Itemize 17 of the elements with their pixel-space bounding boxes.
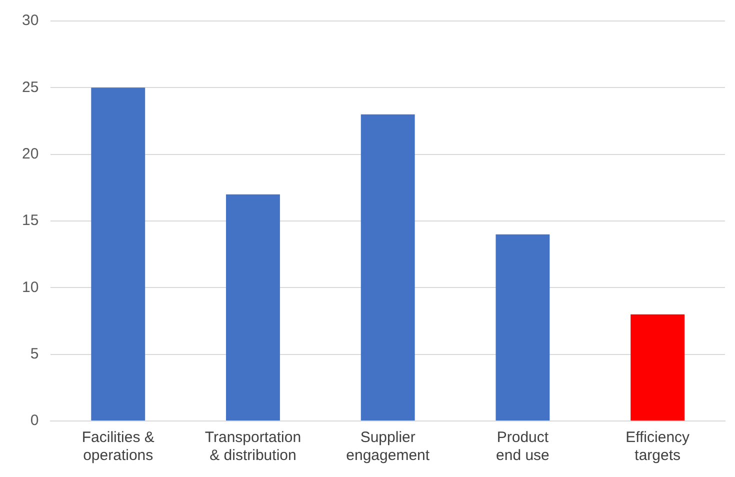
x-tick-label: Facilities & operations xyxy=(82,429,154,464)
y-tick-label: 5 xyxy=(30,345,39,362)
x-tick-label: Supplier engagement xyxy=(346,429,430,464)
bar xyxy=(226,194,280,420)
bar xyxy=(630,314,685,420)
y-tick-label: 10 xyxy=(22,278,39,296)
bar xyxy=(91,88,146,420)
y-tick-label: 30 xyxy=(22,12,39,30)
x-tick-label: Efficiency targets xyxy=(626,429,690,464)
x-tick-label: Product end use xyxy=(496,429,550,464)
y-tick-label: 0 xyxy=(30,412,39,430)
bar xyxy=(496,234,550,420)
x-tick-label: Transportation & distribution xyxy=(204,429,302,464)
y-tick-label: 20 xyxy=(22,145,39,162)
y-tick-label: 15 xyxy=(22,212,39,230)
y-tick-label: 25 xyxy=(22,78,39,96)
bar xyxy=(360,114,415,420)
